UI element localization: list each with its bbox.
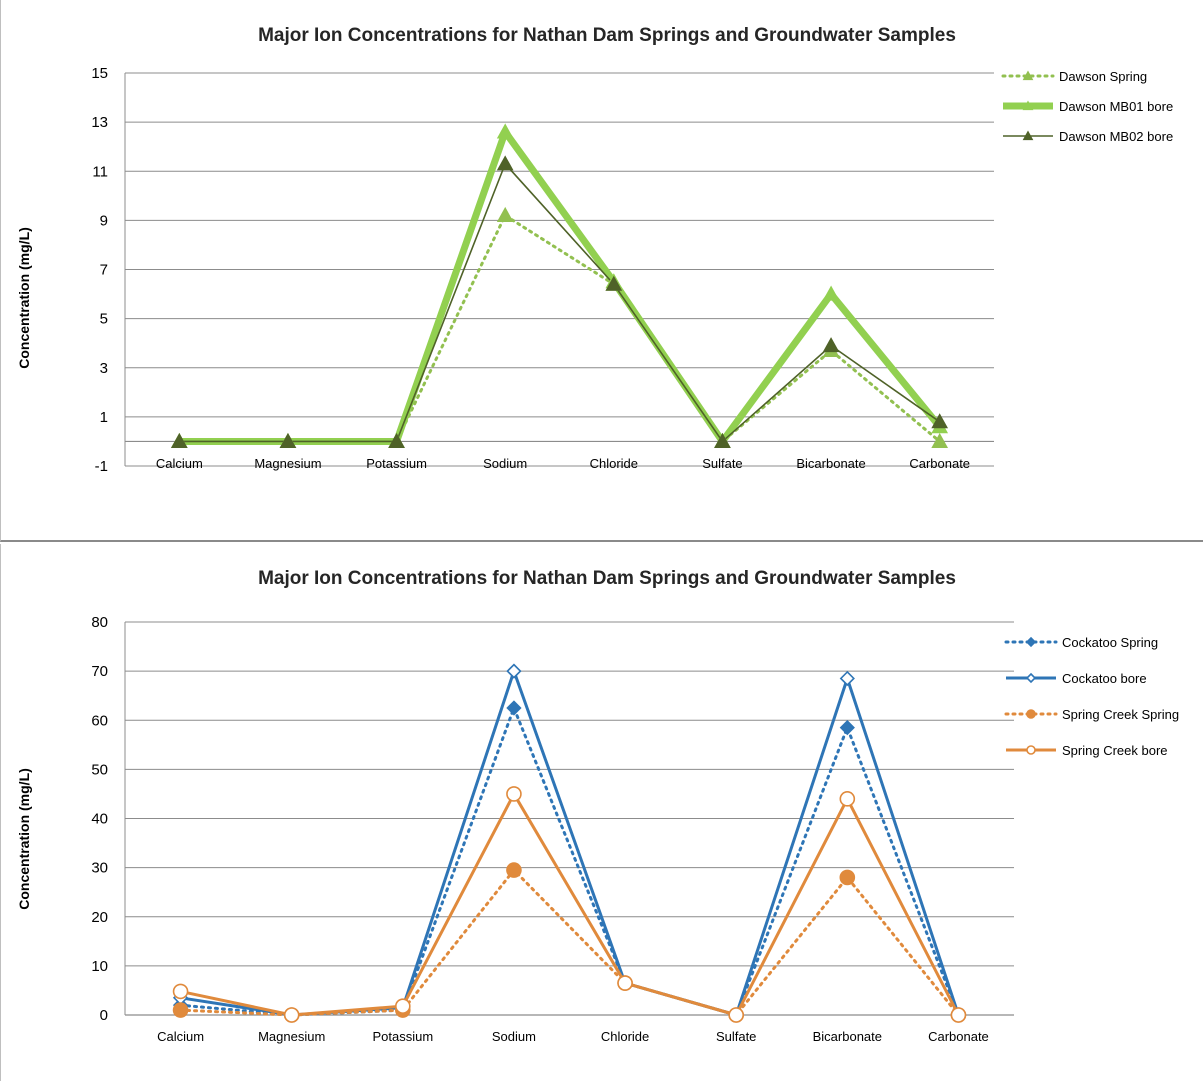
legend-marker-spring-creek-spring	[1026, 709, 1036, 719]
x-tick-label-potassium: Potassium	[366, 456, 427, 471]
data-point-cockatoo-bore	[506, 663, 522, 679]
data-point-spring-creek-bore	[950, 1007, 967, 1023]
legend-label-cockatoo-bore: Cockatoo bore	[1062, 671, 1147, 686]
data-point-cockatoo-spring	[506, 700, 522, 716]
y-tick-label: 20	[91, 909, 108, 926]
x-tick-label-sodium: Sodium	[483, 456, 527, 471]
x-tick-label-calcium: Calcium	[157, 1029, 204, 1044]
y-axis-label: Concentration (mg/L)	[16, 768, 32, 910]
legend-label-cockatoo-spring: Cockatoo Spring	[1062, 635, 1158, 650]
data-point-dawson-mb01-bore	[496, 123, 514, 139]
chart-panel-cockatoo: Major Ion Concentrations for Nathan Dam …	[0, 544, 1203, 1081]
chart-title: Major Ion Concentrations for Nathan Dam …	[258, 25, 956, 46]
data-point-dawson-mb01-bore	[822, 285, 840, 301]
data-point-dawson-mb02-bore	[822, 337, 840, 353]
y-tick-label: 9	[100, 212, 108, 229]
y-tick-label: 13	[91, 114, 108, 131]
legend-marker-dawson-spring	[1022, 70, 1034, 81]
legend-label-dawson-spring: Dawson Spring	[1059, 69, 1147, 84]
data-point-spring-creek-bore	[506, 786, 522, 802]
y-tick-label: 60	[91, 712, 108, 729]
x-tick-label-calcium: Calcium	[156, 456, 203, 471]
legend-marker-spring-creek-bore	[1026, 745, 1036, 755]
data-point-dawson-mb02-bore	[279, 432, 297, 448]
y-tick-label: 40	[91, 811, 108, 828]
data-point-dawson-spring	[496, 206, 514, 222]
x-tick-label-bicarbonate: Bicarbonate	[813, 1029, 882, 1044]
data-point-spring-creek-bore	[839, 791, 856, 807]
y-tick-label: -1	[95, 458, 108, 475]
chart-title: Major Ion Concentrations for Nathan Dam …	[258, 568, 956, 589]
data-point-dawson-mb02-bore	[605, 275, 623, 291]
x-tick-label-chloride: Chloride	[601, 1029, 649, 1044]
x-tick-label-bicarbonate: Bicarbonate	[796, 456, 865, 471]
x-tick-label-sodium: Sodium	[492, 1029, 536, 1044]
y-tick-label: 11	[92, 163, 108, 180]
dawson-chart-svg: Major Ion Concentrations for Nathan Dam …	[16, 25, 1173, 475]
data-point-dawson-mb02-bore	[714, 432, 731, 448]
x-tick-label-magnesium: Magnesium	[258, 1029, 325, 1044]
series-line-cockatoo-bore	[180, 669, 960, 1017]
data-point-spring-creek-spring	[839, 869, 856, 886]
series-line-spring-creek-spring	[179, 868, 960, 1017]
x-tick-label-potassium: Potassium	[372, 1029, 433, 1044]
y-tick-label: 30	[91, 860, 108, 877]
y-tick-label: 15	[91, 65, 108, 82]
legend-marker-cockatoo-spring	[1025, 636, 1037, 648]
cockatoo-plot-area: 0 10 20 30 40 50 60 70 80 Calcium Magnesium Potassi…	[91, 614, 1179, 1044]
data-point-spring-creek-spring	[506, 862, 522, 878]
x-tick-label-carbonate: Carbonate	[909, 456, 970, 471]
y-tick-label: 7	[100, 262, 108, 279]
series-line-cockatoo-spring	[179, 706, 960, 1017]
data-point-dawson-spring	[931, 432, 949, 448]
legend-label-dawson-mb02-bore: Dawson MB02 bore	[1059, 129, 1173, 144]
series-line-dawson-mb01-bore	[179, 128, 943, 445]
data-point-spring-creek-bore	[728, 1007, 744, 1023]
legend-label-spring-creek-spring: Spring Creek Spring	[1062, 707, 1179, 722]
y-tick-label: 5	[100, 311, 108, 328]
x-tick-label-chloride: Chloride	[590, 456, 638, 471]
y-axis-label: Concentration (mg/L)	[16, 227, 32, 369]
x-tick-label-magnesium: Magnesium	[254, 456, 321, 471]
data-point-spring-creek-bore	[172, 983, 189, 1000]
cockatoo-chart-svg: Major Ion Concentrations for Nathan Dam …	[16, 568, 1179, 1044]
data-point-spring-creek-bore	[617, 975, 633, 991]
series-line-spring-creek-bore	[180, 792, 960, 1017]
legend-marker-cockatoo-bore	[1025, 672, 1037, 684]
data-point-spring-creek-spring	[172, 1002, 189, 1018]
y-tick-label: 50	[91, 761, 108, 778]
series-line-dawson-spring	[177, 213, 942, 443]
data-point-dawson-mb02-bore	[388, 432, 405, 448]
y-tick-label: 70	[91, 663, 108, 680]
y-tick-label: 10	[91, 958, 108, 975]
x-tick-label-carbonate: Carbonate	[928, 1029, 989, 1044]
data-point-spring-creek-bore	[395, 998, 411, 1014]
x-tick-label-sulfate: Sulfate	[716, 1029, 756, 1044]
y-tick-label: 80	[91, 614, 108, 631]
data-point-cockatoo-spring	[839, 719, 855, 736]
y-tick-label: 1	[100, 409, 108, 426]
data-point-dawson-mb02-bore	[931, 413, 949, 429]
legend-label-spring-creek-bore: Spring Creek bore	[1062, 743, 1168, 758]
legend-label-dawson-mb01-bore: Dawson MB01 bore	[1059, 99, 1173, 114]
x-tick-label-sulfate: Sulfate	[702, 456, 742, 471]
y-tick-label: 0	[100, 1007, 108, 1024]
series-line-dawson-mb02-bore	[179, 163, 941, 443]
data-point-cockatoo-bore	[839, 670, 855, 687]
data-point-dawson-mb02-bore	[170, 432, 188, 448]
legend-marker-dawson-mb01-bore	[1022, 100, 1034, 111]
data-point-dawson-mb02-bore	[496, 155, 514, 171]
chart-panel-dawson: Major Ion Concentrations for Nathan Dam …	[0, 0, 1203, 542]
y-tick-label: 3	[100, 360, 108, 377]
data-point-spring-creek-bore	[283, 1007, 300, 1023]
legend-marker-dawson-mb02-bore	[1022, 130, 1034, 141]
